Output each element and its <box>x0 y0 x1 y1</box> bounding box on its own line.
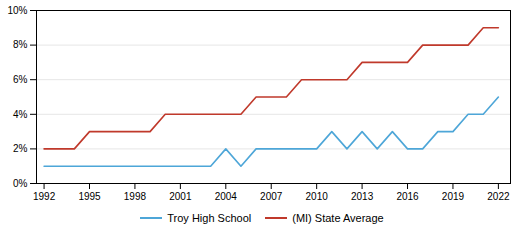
svg-text:10%: 10% <box>7 5 27 16</box>
svg-text:6%: 6% <box>13 74 28 85</box>
svg-text:2016: 2016 <box>396 191 419 202</box>
svg-text:2001: 2001 <box>169 191 192 202</box>
svg-text:4%: 4% <box>13 109 28 120</box>
svg-text:2004: 2004 <box>215 191 238 202</box>
svg-text:1992: 1992 <box>33 191 56 202</box>
svg-text:2007: 2007 <box>260 191 283 202</box>
svg-text:0%: 0% <box>13 178 28 189</box>
html-text:(MI) State Average: (MI) State Average <box>292 212 384 224</box>
svg-text:2019: 2019 <box>442 191 465 202</box>
html-text:Troy High School: Troy High School <box>167 212 252 224</box>
svg-text:2010: 2010 <box>306 191 329 202</box>
svg-text:8%: 8% <box>13 39 28 50</box>
svg-text:1995: 1995 <box>78 191 101 202</box>
svg-text:1998: 1998 <box>124 191 147 202</box>
svg-text:2022: 2022 <box>487 191 510 202</box>
svg-text:2013: 2013 <box>351 191 374 202</box>
svg-text:2%: 2% <box>13 143 28 154</box>
